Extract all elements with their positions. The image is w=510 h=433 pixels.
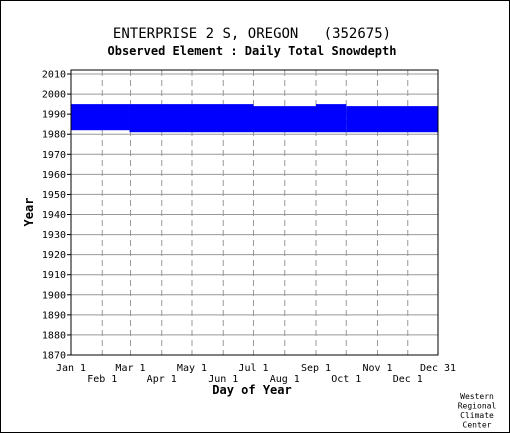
chart-title: ENTERPRISE 2 S, OREGON (352675): [113, 26, 391, 42]
y-tick-label: 1910: [42, 270, 66, 281]
data-bars: [71, 104, 438, 133]
credit-line: Climate: [460, 411, 494, 420]
x-tick-label: Nov 1: [362, 363, 392, 374]
credit-line: Western: [460, 392, 494, 401]
y-tick-label: 2000: [42, 90, 66, 101]
y-tick-labels: 1870 1880 1890 1900 1910 1920 1930 1940 1950 1960…: [42, 70, 71, 362]
coverage-bar: [253, 106, 317, 133]
y-tick-label: 1920: [42, 250, 66, 261]
coverage-bar: [346, 106, 438, 133]
coverage-bar: [71, 104, 130, 131]
x-tick-label: Feb 1: [87, 374, 117, 385]
x-tick-label: Mar 1: [115, 363, 145, 374]
x-tick-label: Oct 1: [331, 374, 361, 385]
y-tick-label: 1990: [42, 110, 66, 121]
x-tick-label: Sep 1: [301, 363, 331, 374]
y-tick-label: 1960: [42, 170, 66, 181]
x-axis-label: Day of Year: [212, 383, 291, 397]
y-tick-label: 2010: [42, 70, 66, 81]
chart-subtitle: Observed Element : Daily Total Snowdepth: [108, 44, 397, 58]
y-tick-label: 1930: [42, 230, 66, 241]
y-tick-label: 1970: [42, 150, 66, 161]
coverage-bar: [129, 104, 192, 133]
x-tick-label: Dec 1: [393, 374, 423, 385]
y-tick-label: 1940: [42, 210, 66, 221]
coverage-bar: [191, 104, 254, 133]
x-tick-label: Jul 1: [238, 363, 268, 374]
y-tick-label: 1980: [42, 130, 66, 141]
credit-line: Regional: [458, 402, 497, 411]
credit-line: Center: [463, 421, 492, 430]
x-tick-label: Aug 1: [270, 374, 300, 385]
y-tick-label: 1890: [42, 310, 66, 321]
y-tick-label: 1950: [42, 190, 66, 201]
x-tick-label: May 1: [177, 363, 207, 374]
y-axis-label: Year: [22, 198, 36, 227]
x-tick-label: Dec 31: [420, 363, 456, 374]
x-tick-label: Jan 1: [56, 363, 86, 374]
coverage-bar: [316, 104, 347, 133]
y-tick-label: 1880: [42, 330, 66, 341]
plot-border: [70, 69, 439, 356]
y-tick-label: 1900: [42, 290, 66, 301]
x-tick-labels: Jan 1 Mar 1 May 1 Jul 1 Sep 1 Nov 1 Dec 31 Feb …: [56, 363, 456, 385]
x-tick-label: Apr 1: [147, 374, 177, 385]
x-tick-label: Jun 1: [208, 374, 238, 385]
y-tick-label: 1870: [42, 351, 66, 362]
